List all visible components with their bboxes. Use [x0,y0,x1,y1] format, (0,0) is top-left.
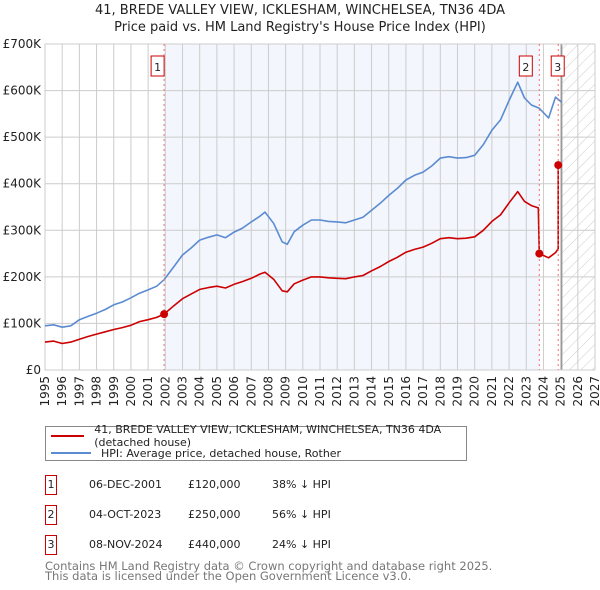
sale-point [160,310,169,319]
x-tick-label: 1998 [90,376,104,407]
x-tick-label: 2007 [244,376,258,407]
x-tick-label: 1997 [72,376,86,407]
sale-price: £440,000 [188,538,241,551]
y-tick-label: £500K [3,130,43,144]
sale-number-label: 2 [522,61,529,74]
legend-label: 41, BREDE VALLEY VIEW, ICKLESHAM, WINCHE… [94,423,442,449]
x-tick-label: 2023 [519,376,533,407]
x-tick-label: 2008 [261,376,275,407]
sale-hpi-diff: 38% ↓ HPI [272,478,331,491]
sale-price: £250,000 [188,508,241,521]
y-tick-label: £600K [3,84,43,98]
y-tick-label: £700K [3,37,43,51]
y-tick-label: £400K [3,177,43,191]
x-tick-label: 2014 [365,376,379,407]
sale-number-box [550,55,565,77]
sale-row: 1 06-DEC-2001 £120,000 38% ↓ HPI [45,475,445,497]
sale-hpi-diff: 24% ↓ HPI [272,538,331,551]
ownership-shade [164,44,540,370]
x-tick-label: 2002 [158,376,172,407]
sale-number-badge: 1 [45,475,57,495]
sale-hpi-diff: 56% ↓ HPI [272,508,331,521]
chart-subtitle: Price paid vs. HM Land Registry's House … [114,20,486,35]
x-tick-label: 2000 [124,376,138,407]
x-tick-label: 2019 [451,376,465,407]
sale-row: 2 04-OCT-2023 £250,000 56% ↓ HPI [45,505,445,527]
sale-date: 08-NOV-2024 [89,538,163,551]
footer-copyright: Contains HM Land Registry data © Crown c… [45,559,493,573]
x-tick-label: 2015 [382,376,396,407]
sale-point [535,249,544,258]
x-tick-label: 2001 [141,376,155,407]
forecast-hatch [561,44,595,370]
x-tick-label: 2005 [210,376,224,407]
y-tick-label: £200K [3,270,43,284]
plot-border [44,43,596,371]
sale-date: 06-DEC-2001 [89,478,163,491]
legend-item-hpi: HPI: Average price, detached house, Roth… [46,445,341,461]
sale-number-label: 3 [554,61,561,74]
legend-swatch-red [51,435,85,437]
sale-price: £120,000 [188,478,241,491]
x-tick-label: 2020 [468,376,482,407]
y-tick-label: £0 [26,363,41,377]
x-tick-label: 2022 [502,376,516,407]
footer-licence: This data is licensed under the Open Gov… [45,569,412,583]
sale-number-badge: 2 [45,505,57,525]
sale-number-label: 1 [154,61,161,74]
sale-date: 04-OCT-2023 [89,508,162,521]
x-tick-label: 2027 [588,376,600,407]
x-tick-label: 2017 [416,376,430,407]
x-tick-label: 2006 [227,376,241,407]
x-tick-label: 2018 [433,376,447,407]
property-price-line [44,165,559,345]
y-tick-label: £100K [3,316,43,330]
x-tick-label: 1996 [55,376,69,407]
chart-title: 41, BREDE VALLEY VIEW, ICKLESHAM, WINCHE… [94,3,506,18]
x-tick-label: 2024 [536,376,550,407]
sale-point [554,161,563,170]
x-tick-label: 1995 [38,376,52,407]
x-tick-label: 2025 [554,376,568,407]
chart-legend: 41, BREDE VALLEY VIEW, ICKLESHAM, WINCHE… [45,423,467,461]
x-tick-label: 2013 [347,376,361,407]
legend-item-property: 41, BREDE VALLEY VIEW, ICKLESHAM, WINCHE… [46,423,466,449]
sale-number-box [150,55,165,77]
legend-label: HPI: Average price, detached house, Roth… [101,446,342,460]
hpi-line [44,81,563,328]
x-tick-label: 2016 [399,376,413,407]
legend-swatch-blue [51,452,91,454]
sale-number-badge: 3 [45,535,57,555]
x-tick-label: 2003 [176,376,190,407]
x-tick-label: 2010 [296,376,310,407]
sale-number-box [518,55,533,77]
x-tick-label: 2004 [193,376,207,407]
x-tick-label: 1999 [107,376,121,407]
x-tick-label: 2011 [313,376,327,407]
x-tick-label: 2012 [330,376,344,407]
x-tick-label: 2009 [279,376,293,407]
x-tick-label: 2021 [485,376,499,407]
sale-row: 3 08-NOV-2024 £440,000 24% ↓ HPI [45,535,445,557]
x-tick-label: 2026 [571,376,585,407]
y-tick-label: £300K [3,223,43,237]
